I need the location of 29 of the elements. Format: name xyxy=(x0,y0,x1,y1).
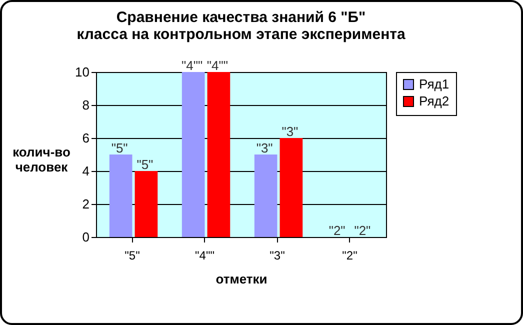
annotation: "2" xyxy=(328,223,346,238)
bar xyxy=(134,171,158,237)
bar xyxy=(207,72,230,237)
y-tick-label: 0 xyxy=(82,230,90,244)
y-axis-title: колич-во человек xyxy=(12,144,70,174)
y-tick-label: 2 xyxy=(82,196,90,212)
x-axis-title: отметки xyxy=(216,272,268,286)
bar xyxy=(182,72,205,237)
legend-label: Ряд2 xyxy=(419,94,450,108)
y-tick-label: 8 xyxy=(82,98,90,112)
bar xyxy=(254,154,278,237)
annotation: "5" xyxy=(136,157,154,172)
bar xyxy=(109,154,132,237)
legend-label: Ряд1 xyxy=(419,76,450,92)
y-tick-label: 4 xyxy=(82,164,90,178)
annotation: "3" xyxy=(282,124,299,139)
x-tick-label: "2" xyxy=(342,248,358,262)
annotation: "4"" xyxy=(182,58,203,73)
annotation: "5" xyxy=(111,140,128,156)
x-tick-label: "3" xyxy=(270,248,285,262)
x-tick-label: "5" xyxy=(124,248,140,262)
y-tick-label: 6 xyxy=(82,130,90,146)
chart-title: Сравнение качества знаний 6 "Б" класса на контрольном этапе эксперимента xyxy=(76,9,406,43)
x-tick-label: "4"" xyxy=(195,248,214,262)
bar xyxy=(280,138,303,237)
annotation: "2" xyxy=(354,223,372,238)
annotation: "3" xyxy=(256,140,274,156)
annotation: "4"" xyxy=(206,58,228,73)
y-tick-label: 10 xyxy=(75,64,90,80)
